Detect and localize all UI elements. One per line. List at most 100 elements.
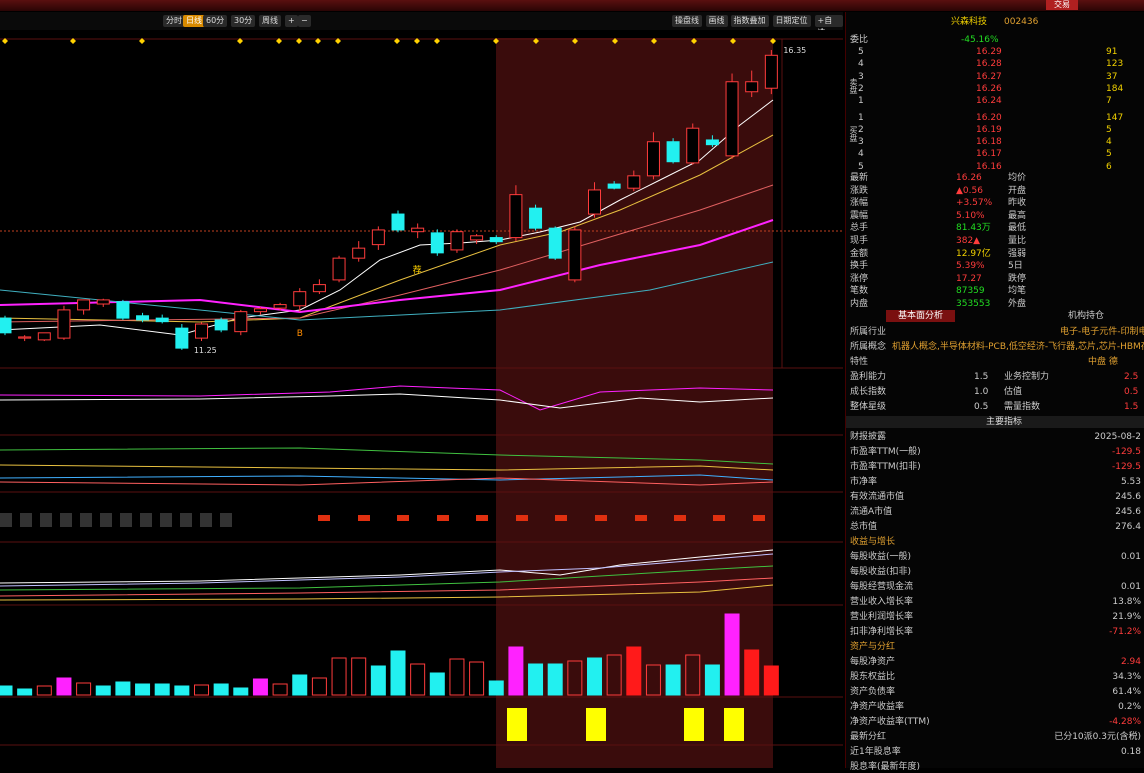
volume-bar (154, 683, 170, 696)
indicator-label: 近1年股息率 (850, 747, 901, 757)
volume-bar (429, 672, 445, 696)
order-level: 2 16.26 184 (846, 83, 1144, 95)
qty: 184 (1106, 83, 1124, 94)
indicator-label: 净资产收益率 (850, 702, 905, 712)
candle-body (195, 323, 208, 339)
tab[interactable]: 基本面分析 (886, 310, 956, 322)
stat-row: 现手 382▲ 量比 (846, 235, 1144, 247)
level: 2 (858, 83, 864, 94)
trade-button[interactable]: 交易 (1046, 0, 1078, 10)
section-title: 主要指标 (846, 416, 1144, 428)
tool-button[interactable]: +自选 (814, 15, 843, 37)
volume-bar (311, 677, 327, 696)
stat-label: 5日 (1008, 261, 1023, 272)
stat-label: 换手 (850, 261, 869, 272)
candle-body (18, 336, 32, 339)
stat-value: +3.57% (956, 198, 993, 209)
period-button[interactable]: 日线 (183, 15, 205, 27)
stat-label: 涨幅 (850, 198, 869, 209)
side: 卖盘 (849, 78, 858, 94)
period-button[interactable]: 分时 (163, 15, 185, 27)
candle-body (509, 194, 523, 239)
tool-button[interactable]: 日期定位 (772, 15, 811, 27)
period-button[interactable]: 60分 (203, 15, 228, 27)
indicator-value: 0.01 (1120, 552, 1141, 562)
stat-row: 笔数 87359 均笔 (846, 285, 1144, 297)
stock-header: 兴森科技 002436 (846, 16, 1144, 28)
stat-label: 均笔 (1008, 286, 1027, 297)
volume-bar (547, 663, 563, 696)
candle-body (234, 311, 248, 333)
volume-bar (56, 677, 72, 696)
order-ratio: 委比 -45.16% (846, 34, 1144, 46)
volume-bar (174, 685, 190, 696)
indicator-row: 股东权益比 34.3% (846, 671, 1144, 683)
tool-button[interactable]: 指数叠加 (730, 15, 769, 27)
stat-label: 涨停 (850, 273, 869, 284)
qty: 147 (1106, 112, 1124, 123)
candle-body (96, 299, 110, 305)
candle-body (470, 235, 484, 241)
stat-row: 震幅 5.10% 最高 (846, 210, 1144, 222)
ratio-value: -45.16% (961, 35, 999, 45)
candle-body (627, 175, 641, 189)
candle-body (430, 232, 444, 254)
price: 16.17 (976, 149, 1002, 160)
candle-body (568, 229, 582, 281)
price: 16.26 (976, 83, 1002, 94)
level: 3 (858, 137, 864, 148)
stat-label: 均价 (1008, 173, 1027, 183)
profile-row: 所属概念机器人概念,半导体材料-PCB,低空经济-飞行器,芯片,芯片-HBM存储… (846, 341, 1144, 353)
stat-label: 内盘 (850, 299, 869, 309)
indicator-value: 5.53 (1120, 477, 1141, 487)
candle-body (116, 301, 130, 319)
qty: 37 (1106, 71, 1118, 82)
stat-label: 震幅 (850, 210, 869, 221)
section-title: 资产与分红 (850, 642, 896, 652)
price: 16.27 (976, 71, 1002, 82)
indicator-row: 市盈率TTM(一般) -129.5 (846, 446, 1144, 458)
volume-bar (233, 687, 249, 696)
order-level: 3 16.27 37 (846, 71, 1144, 83)
zoom-button[interactable]: − (298, 15, 311, 27)
indicator-label: 扣非净利增长率 (850, 627, 914, 637)
indicator-value: 245.6 (1115, 507, 1141, 517)
stat-value: 16.26 (956, 173, 982, 183)
zoom-button[interactable]: + (285, 15, 298, 27)
candle-body (745, 81, 759, 93)
order-level: 3 16.18 4 (846, 136, 1144, 148)
qty: 123 (1106, 59, 1124, 70)
candle-body (371, 229, 385, 246)
indicator-row: 每股经营现金流 0.01 (846, 581, 1144, 593)
price: 16.16 (976, 161, 1002, 172)
volume-bar (508, 646, 524, 696)
profile-row: 所属行业 电子-电子元件-印制电路 (846, 326, 1144, 338)
stat-row: 换手 5.39% 5日 (846, 260, 1144, 272)
order-level: 5 16.16 6 (846, 161, 1144, 173)
volume-bar (449, 658, 465, 696)
section-title: 资产与分红 (846, 641, 1144, 653)
tab[interactable]: 机构持仓 (1068, 311, 1105, 321)
level: 4 (858, 149, 864, 160)
buy-marker: B (297, 329, 303, 339)
price: 16.18 (976, 137, 1002, 148)
tool-button[interactable]: 画线 (705, 15, 728, 27)
candle-body (489, 237, 503, 243)
price: 16.29 (976, 47, 1002, 57)
period-button[interactable]: 30分 (231, 15, 256, 27)
indicator-label: 有效流通市值 (850, 492, 905, 502)
period-button[interactable]: 周线 (259, 15, 281, 27)
tool-button[interactable]: 操盘线 (672, 15, 702, 27)
top-diamonds (2, 38, 776, 44)
indicator-value: 0.01 (1120, 582, 1141, 592)
indicator-label: 最新分红 (850, 732, 887, 742)
candle-body (666, 141, 680, 163)
chart-area: 16.35 11.25 B 荐 (0, 30, 843, 768)
candle-body (529, 207, 543, 229)
rating-label: 需量指数 (1004, 402, 1041, 412)
volume-bar (587, 657, 602, 696)
stat-label: 现手 (850, 236, 869, 246)
profile-label: 特性 (850, 357, 869, 367)
stat-label: 笔数 (850, 286, 869, 297)
indicator-label: 总市值 (850, 522, 878, 532)
